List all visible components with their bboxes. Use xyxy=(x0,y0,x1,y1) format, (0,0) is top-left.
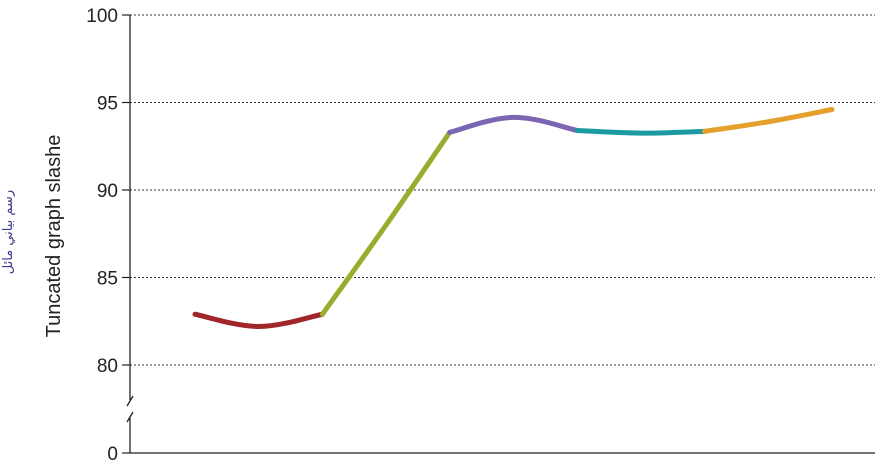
y-tick-labels: 0 80 85 90 95 100 xyxy=(86,6,118,465)
series-segment-2 xyxy=(319,129,453,317)
tick-label-80: 80 xyxy=(97,356,118,377)
tick-label-95: 95 xyxy=(97,94,118,115)
tick-label-90: 90 xyxy=(97,181,118,202)
axes xyxy=(122,14,875,454)
series-segment-5 xyxy=(702,107,835,134)
axis-break-mark-top xyxy=(126,395,134,407)
grid-lines xyxy=(130,14,875,366)
y-axis-label: Tuncated graph slashe xyxy=(43,135,65,338)
tick-label-100: 100 xyxy=(86,6,118,27)
series-segment-1 xyxy=(192,311,325,329)
series-lines xyxy=(192,107,835,329)
series-segment-3 xyxy=(447,114,580,135)
series-segment-4 xyxy=(574,128,708,136)
rotated-annotation: رسم بياني مائل xyxy=(1,190,16,274)
axis-break-mark-bottom xyxy=(126,411,134,423)
tick-label-85: 85 xyxy=(97,269,118,290)
tick-label-0: 0 xyxy=(107,444,118,465)
